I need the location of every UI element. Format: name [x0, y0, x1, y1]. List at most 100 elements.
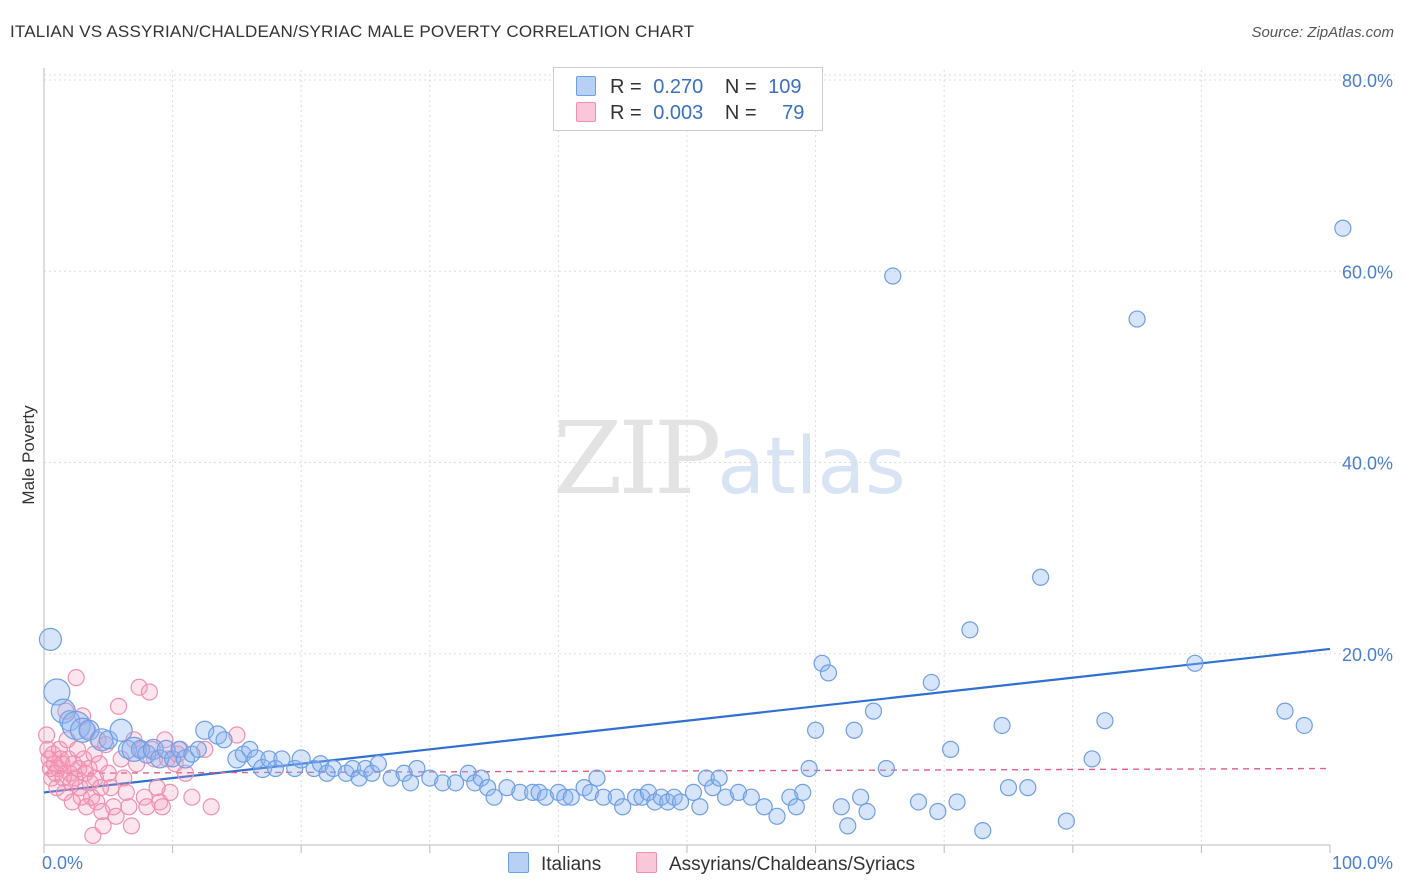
assyrians-point [112, 750, 130, 768]
italians-point [164, 750, 182, 768]
italians-point [614, 798, 632, 816]
axis-labels: 20.0% 40.0% 60.0% 80.0% 0.0% 100.0% Male Pover… [19, 71, 1393, 873]
italians-point [787, 798, 805, 816]
axes [43, 68, 1331, 853]
trend-lines [43, 647, 1331, 794]
assyrians-point [117, 783, 135, 802]
assyrians-point [102, 779, 120, 797]
italians-point [286, 759, 304, 778]
italians-point [266, 759, 285, 778]
italians-point [864, 702, 883, 720]
italians-point [69, 717, 96, 743]
assyrians-point [37, 726, 56, 744]
assyrians-trend-line [43, 767, 1331, 774]
italians-point [1057, 812, 1075, 830]
legend-row-assyrians: R = 0.003 N = 79 [576, 102, 804, 126]
italians-point [742, 788, 760, 806]
assyrians-point [140, 683, 159, 701]
italians-point [922, 673, 940, 692]
legend-row-italians: R = 0.270 N = 109 [576, 76, 802, 100]
italians-point [755, 798, 773, 816]
legend-n-value: 109 [768, 76, 802, 98]
italians-point [78, 719, 100, 741]
italians-point [524, 783, 542, 802]
bottom-legend-italians: Italians [508, 852, 601, 876]
italians-point [839, 817, 857, 835]
italians-point [562, 788, 580, 806]
y-axis-label: Male Poverty [19, 405, 38, 505]
assyrians-point [161, 783, 179, 802]
assyrians-point [176, 764, 195, 782]
italians-point [421, 769, 439, 787]
italians-point [1032, 568, 1050, 586]
legend-r-label: R = [610, 102, 642, 124]
assyrians-point [81, 774, 99, 792]
italians-point [195, 720, 215, 740]
italians-point [344, 759, 362, 778]
italians-point [350, 769, 368, 787]
data-points [37, 219, 1352, 845]
italians-point [1276, 702, 1294, 720]
italians-point [382, 769, 400, 787]
italians-trend-line [43, 647, 1331, 794]
italians-point [1186, 654, 1204, 672]
italians-point [156, 739, 176, 759]
legend-swatch-blue [576, 76, 596, 96]
italians-point [877, 759, 895, 778]
italians-point [556, 788, 574, 806]
italians-point [781, 788, 799, 806]
stats-legend: R = 0.270 N = 109 R = 0.003 N = 79 [553, 67, 823, 131]
italians-point [845, 721, 863, 739]
italians-point [98, 730, 118, 750]
italians-point [909, 793, 928, 811]
italians-point [884, 267, 902, 285]
italians-point [858, 802, 876, 821]
source-label: Source: ZipAtlas.com [1251, 24, 1394, 41]
assyrians-point [202, 798, 220, 816]
italians-point [59, 710, 81, 732]
italians-point [961, 621, 979, 639]
italians-point [942, 740, 960, 758]
italians-point [588, 769, 606, 787]
bottom-legend-assyrians-label: Assyrians/Chaldeans/Syriacs [669, 854, 916, 875]
italians-point [1019, 779, 1037, 797]
bottom-legend-italians-label: Italians [541, 854, 602, 875]
assyrians-point [130, 678, 148, 696]
italians-point [716, 788, 735, 806]
italians-point [710, 769, 728, 787]
assyrians-point [75, 750, 93, 768]
italians-point [472, 769, 490, 787]
italians-point [363, 764, 381, 782]
italians-point [832, 798, 850, 816]
italians-point [43, 678, 71, 706]
italians-point [446, 774, 465, 792]
italians-point [1083, 750, 1101, 768]
italians-point [479, 779, 497, 797]
italians-point [109, 718, 133, 742]
italians-point [800, 759, 818, 778]
italians-point [150, 749, 170, 769]
italians-point [170, 740, 188, 758]
italians-point [401, 774, 420, 792]
italians-point [291, 749, 311, 769]
assyrians-point [94, 817, 112, 835]
italians-point [813, 654, 831, 672]
italians-point [246, 749, 266, 769]
italians-point [121, 736, 147, 762]
italians-point [273, 750, 291, 768]
italians-point [459, 764, 477, 782]
italians-point [215, 731, 233, 749]
italians-point [974, 822, 992, 840]
italians-point [434, 774, 452, 792]
grid-lines [44, 70, 1395, 845]
assyrians-point [196, 740, 214, 758]
italians-point [395, 764, 413, 782]
italians-point [311, 755, 330, 773]
italians-point [697, 769, 715, 787]
italians-point [1295, 716, 1313, 735]
italians-point [189, 740, 207, 758]
assyrians-point [115, 769, 133, 787]
italians-point [768, 807, 786, 825]
italians-point [852, 788, 870, 806]
